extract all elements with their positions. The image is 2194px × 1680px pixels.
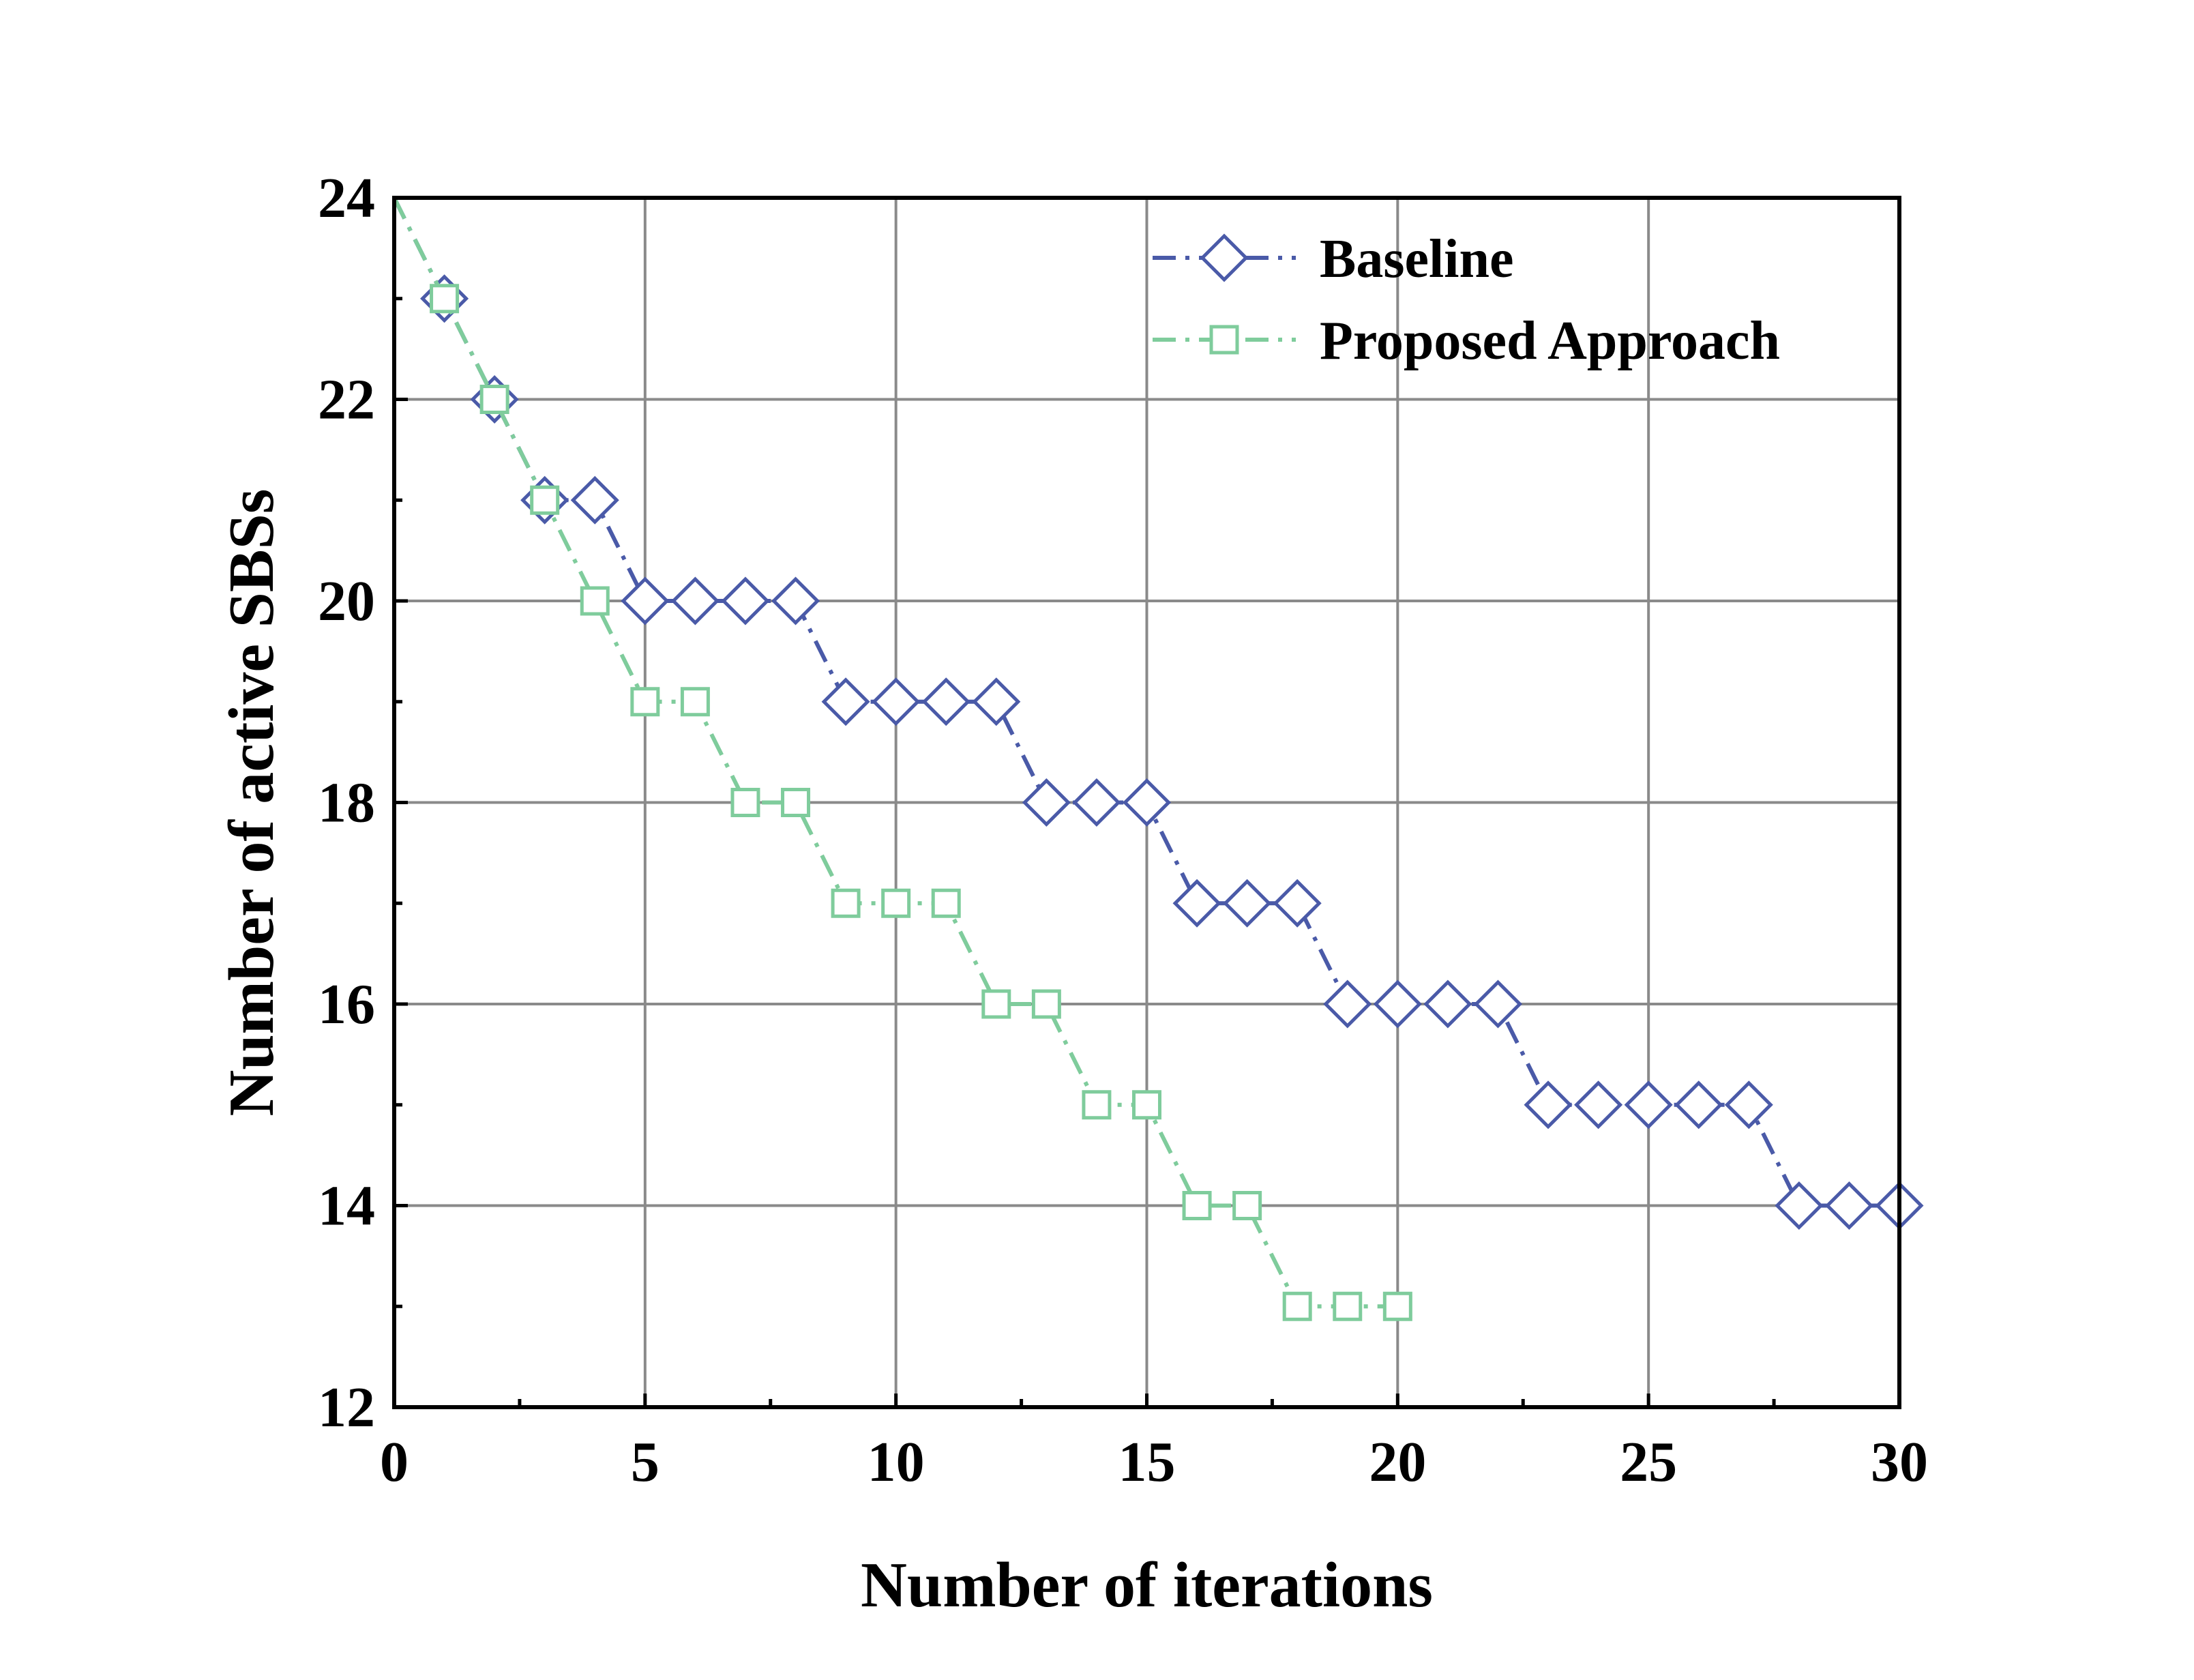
data-point <box>1072 778 1121 827</box>
data-point <box>1333 1291 1363 1321</box>
data-point <box>1524 1080 1573 1130</box>
legend-entry: Baseline <box>1153 229 1513 289</box>
data-point <box>771 576 820 625</box>
data-point <box>730 788 760 817</box>
data-point <box>921 677 970 726</box>
data-point <box>1182 1191 1212 1220</box>
data-point <box>831 888 861 918</box>
y-tick-label: 20 <box>318 570 375 633</box>
data-point <box>872 677 921 726</box>
series-layer <box>392 196 1924 1321</box>
y-tick-label: 16 <box>318 973 375 1036</box>
data-point <box>1082 1090 1112 1120</box>
y-tick-label: 22 <box>318 368 375 432</box>
x-tick-label: 10 <box>868 1430 925 1494</box>
data-point <box>680 687 710 717</box>
data-point <box>1775 1181 1824 1230</box>
data-point <box>1674 1080 1723 1130</box>
x-axis-title: Number of iterations <box>861 1550 1433 1621</box>
data-point <box>530 485 560 515</box>
data-point <box>1282 1291 1312 1321</box>
y-tick-label: 14 <box>318 1175 375 1238</box>
data-point <box>630 687 660 717</box>
data-point <box>1373 979 1422 1029</box>
data-point <box>1122 778 1172 827</box>
legend: Baseline Proposed Approach <box>1153 229 1780 371</box>
data-point <box>1132 1090 1161 1120</box>
data-point <box>1232 1191 1262 1220</box>
data-point <box>821 677 870 726</box>
data-point <box>1624 1080 1673 1130</box>
data-point <box>621 576 670 625</box>
data-point <box>931 888 961 918</box>
y-tick-label: 12 <box>318 1376 375 1439</box>
grid-lines <box>394 198 1899 1407</box>
x-tick-label: 0 <box>380 1430 409 1494</box>
legend-marker <box>1209 325 1239 355</box>
data-point <box>580 586 610 616</box>
data-point <box>570 475 619 525</box>
data-point <box>972 677 1021 726</box>
data-point <box>1574 1080 1623 1130</box>
legend-label: Proposed Approach <box>1320 311 1780 371</box>
data-point <box>1223 879 1272 928</box>
data-point <box>881 888 911 918</box>
data-point <box>1473 979 1523 1029</box>
data-point <box>479 385 509 414</box>
data-point <box>1423 979 1472 1029</box>
data-point <box>1022 778 1071 827</box>
legend-marker <box>1200 233 1249 282</box>
data-point <box>430 284 460 314</box>
data-point <box>1824 1181 1873 1230</box>
data-point <box>670 576 720 625</box>
data-point <box>1323 979 1372 1029</box>
legend-label: Baseline <box>1320 229 1513 289</box>
x-tick-label: 25 <box>1620 1430 1677 1494</box>
data-point <box>1273 879 1322 928</box>
y-tick-label: 18 <box>318 771 375 835</box>
data-point <box>781 788 811 817</box>
data-point <box>1172 879 1221 928</box>
axis-ticks: 0 5 10 15 20 25 30 12 14 16 18 20 22 24 <box>318 166 1928 1494</box>
data-point <box>1031 989 1061 1019</box>
data-point <box>1724 1080 1773 1130</box>
series-1 <box>392 196 1412 1321</box>
data-point <box>721 576 770 625</box>
y-tick-label: 24 <box>318 166 375 230</box>
x-tick-label: 20 <box>1369 1430 1426 1494</box>
x-tick-label: 30 <box>1871 1430 1928 1494</box>
x-tick-label: 5 <box>631 1430 659 1494</box>
y-axis-title: Number of active SBSs <box>216 489 287 1117</box>
data-point <box>1382 1291 1412 1321</box>
legend-entry: Proposed Approach <box>1153 311 1780 371</box>
x-tick-label: 15 <box>1118 1430 1176 1494</box>
data-point <box>981 989 1011 1019</box>
